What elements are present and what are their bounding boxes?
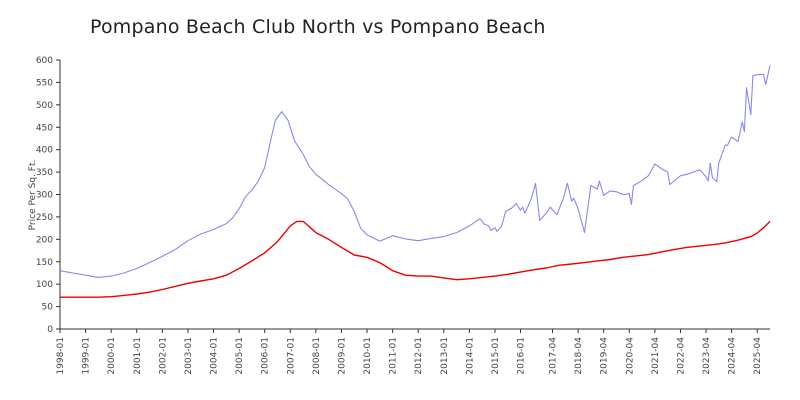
y-tick-label: 400 [36,146,53,156]
x-tick-label: 2009-01 [337,337,347,375]
x-tick-label: 1998-01 [56,337,66,375]
x-tick-label: 2018-04 [574,337,584,375]
x-tick-label: 2007-01 [286,337,296,375]
y-tick-label: 250 [36,213,53,223]
chart-title: Pompano Beach Club North vs Pompano Beac… [90,16,546,38]
y-tick-label: 350 [36,168,53,178]
x-tick-label: 2025-04 [753,337,763,375]
x-tick-label: 2005-01 [235,337,245,375]
y-tick-label: 500 [36,101,53,111]
x-tick-label: 2002-01 [158,337,168,375]
x-tick-label: 2010-01 [363,337,373,375]
y-axis-title: Price Per Sq. Ft. [28,160,38,231]
y-tick-label: 600 [36,56,53,66]
x-tick-label: 2012-01 [414,337,424,375]
x-tick-label: 2021-04 [651,337,661,375]
x-tick-label: 1999-01 [82,337,92,375]
axes: 0 50 100 150 200 250 300 350 400 450 500 550 600 1998… [36,56,770,375]
y-tick-label: 0 [47,325,53,335]
x-tick-label: 2024-04 [728,337,738,375]
y-tick-label: 50 [42,303,54,313]
x-tick-label: 2016-01 [517,337,527,375]
x-tick-label: 2019-04 [600,337,610,375]
y-tick-label: 100 [36,280,53,290]
series-line-1 [59,65,771,278]
x-tick-label: 2013-01 [440,337,450,375]
x-tick-label: 2022-04 [676,337,686,375]
y-tick-label: 450 [36,123,53,133]
x-tick-label: 2003-01 [184,337,194,375]
x-tick-label: 2000-01 [107,337,117,375]
x-tick-label: 2017-04 [549,337,559,375]
series-line-2 [60,220,771,298]
y-tick-label: 550 [36,78,53,88]
x-tick-label: 2006-01 [261,337,271,375]
x-tick-label: 2001-01 [133,337,143,375]
x-tick-label: 2008-01 [312,337,322,375]
x-tick-label: 2011-01 [389,337,399,375]
y-tick-label: 150 [36,258,53,268]
series-lines [59,65,771,298]
y-tick-label: 200 [36,235,53,245]
x-tick-label: 2014-01 [465,337,475,375]
x-tick-label: 2004-01 [210,337,220,375]
y-tick-label: 300 [36,191,53,201]
x-tick-label: 2020-04 [625,337,635,375]
x-tick-label: 2023-04 [702,337,712,375]
x-tick-label: 2015-01 [491,337,501,375]
